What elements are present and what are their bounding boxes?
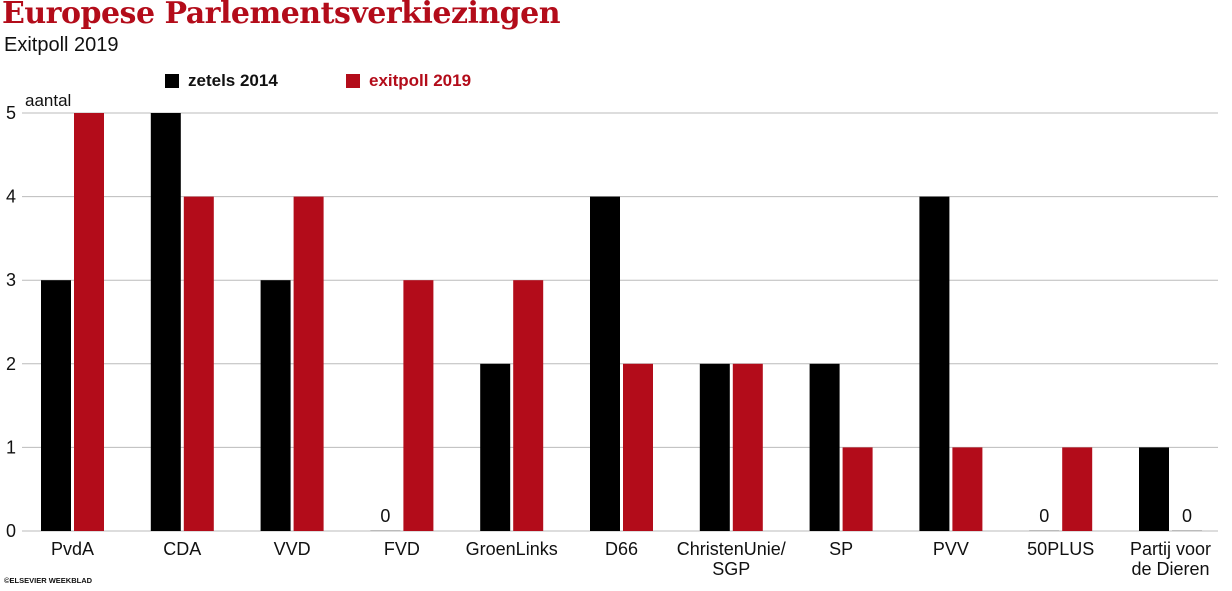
x-tick-label: D66 bbox=[605, 539, 638, 559]
zero-value-label: 0 bbox=[380, 506, 390, 526]
y-tick-label: 1 bbox=[6, 437, 16, 457]
x-tick-label: PvdA bbox=[51, 539, 94, 559]
y-tick-label: 4 bbox=[6, 187, 16, 207]
bar-exitpoll-2019 bbox=[74, 113, 104, 531]
bar-exitpoll-2019 bbox=[513, 280, 544, 531]
bar-exitpoll-2019 bbox=[623, 363, 653, 531]
bar-zetels-2014 bbox=[699, 363, 730, 531]
bar-exitpoll-2019 bbox=[183, 196, 214, 531]
y-tick-label: 2 bbox=[6, 354, 16, 374]
x-tick-label: 50PLUS bbox=[1027, 539, 1094, 559]
x-tick-label: GroenLinks bbox=[466, 539, 558, 559]
bar-exitpoll-2019 bbox=[1062, 447, 1093, 531]
bar-zetels-2014 bbox=[480, 363, 511, 531]
y-tick-label: 0 bbox=[6, 521, 16, 541]
bar-zetels-2014 bbox=[260, 280, 291, 531]
legend-item-2014: zetels 2014 bbox=[165, 70, 278, 92]
bar-zetels-2014 bbox=[41, 280, 71, 531]
bar-zetels-2014 bbox=[809, 363, 840, 531]
legend-swatch-2019 bbox=[346, 74, 360, 88]
bar-zetels-2014 bbox=[919, 196, 950, 531]
bar-exitpoll-2019 bbox=[403, 280, 434, 531]
x-tick-label: VVD bbox=[274, 539, 311, 559]
zero-value-label: 0 bbox=[1182, 506, 1192, 526]
bar-exitpoll-2019 bbox=[952, 447, 983, 531]
x-tick-label: CDA bbox=[163, 539, 201, 559]
y-tick-label: 3 bbox=[6, 270, 16, 290]
bar-exitpoll-2019 bbox=[842, 447, 873, 531]
x-tick-label: de Dieren bbox=[1131, 559, 1209, 579]
chart-subtitle: Exitpoll 2019 bbox=[4, 34, 119, 56]
y-tick-label: 5 bbox=[6, 103, 16, 123]
x-tick-label: FVD bbox=[384, 539, 420, 559]
zero-value-label: 0 bbox=[1039, 506, 1049, 526]
bar-zetels-2014 bbox=[1139, 447, 1169, 531]
x-tick-label: SP bbox=[829, 539, 853, 559]
legend-swatch-2014 bbox=[165, 74, 179, 88]
x-tick-label: Partij voor bbox=[1130, 539, 1211, 559]
legend-label-2019: exitpoll 2019 bbox=[369, 71, 472, 90]
bar-exitpoll-2019 bbox=[293, 196, 324, 531]
legend-item-2019: exitpoll 2019 bbox=[346, 70, 471, 92]
y-axis-label: aantal bbox=[25, 91, 71, 110]
x-tick-label: PVV bbox=[933, 539, 969, 559]
bar-zetels-2014 bbox=[150, 113, 181, 531]
credit-label: ©ELSEVIER WEEKBLAD bbox=[4, 576, 93, 585]
legend-label-2014: zetels 2014 bbox=[188, 71, 278, 90]
x-tick-label: SGP bbox=[712, 559, 750, 579]
chart-title: Europese Parlementsverkiezingen bbox=[2, 0, 561, 31]
bar-zetels-2014 bbox=[590, 196, 620, 531]
bar-exitpoll-2019 bbox=[732, 363, 763, 531]
x-tick-label: ChristenUnie/ bbox=[677, 539, 786, 559]
